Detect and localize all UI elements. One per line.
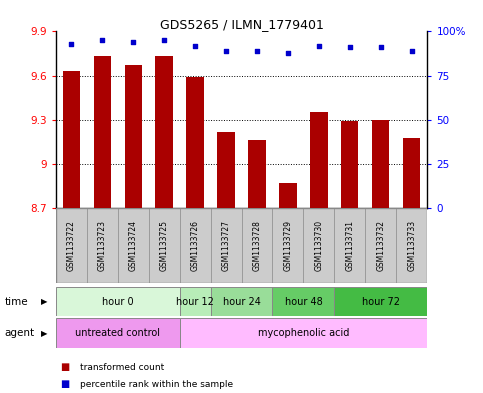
Text: hour 72: hour 72	[362, 297, 400, 307]
Text: GDS5265 / ILMN_1779401: GDS5265 / ILMN_1779401	[159, 18, 324, 31]
Point	[408, 48, 416, 54]
Text: GSM1133731: GSM1133731	[345, 220, 355, 271]
Text: ▶: ▶	[41, 329, 48, 338]
Bar	[248, 140, 266, 208]
Text: time: time	[5, 297, 28, 307]
Text: GSM1133730: GSM1133730	[314, 220, 324, 271]
Point	[315, 42, 323, 49]
Bar	[125, 65, 142, 208]
Text: GSM1133732: GSM1133732	[376, 220, 385, 271]
Bar	[156, 57, 172, 208]
Text: hour 24: hour 24	[223, 297, 260, 307]
Text: hour 48: hour 48	[284, 297, 322, 307]
Text: GSM1133723: GSM1133723	[98, 220, 107, 271]
Bar	[403, 138, 421, 208]
Bar	[94, 57, 111, 208]
Text: ■: ■	[60, 379, 70, 389]
Text: GSM1133726: GSM1133726	[190, 220, 199, 271]
Point	[346, 44, 354, 51]
Point	[222, 48, 230, 54]
Text: GSM1133733: GSM1133733	[408, 220, 416, 271]
Point	[191, 42, 199, 49]
Bar	[62, 71, 80, 208]
Bar	[280, 183, 297, 208]
Bar	[180, 318, 427, 348]
Bar	[56, 287, 180, 316]
Text: ■: ■	[60, 362, 70, 373]
Point	[160, 37, 168, 44]
Text: hour 0: hour 0	[102, 297, 133, 307]
Bar	[180, 287, 211, 316]
Text: hour 12: hour 12	[176, 297, 214, 307]
Text: percentile rank within the sample: percentile rank within the sample	[80, 380, 233, 389]
Bar	[56, 318, 180, 348]
Bar	[211, 287, 272, 316]
Point	[98, 37, 106, 44]
Text: GSM1133722: GSM1133722	[67, 220, 75, 271]
Bar	[341, 121, 358, 208]
Text: GSM1133727: GSM1133727	[222, 220, 230, 271]
Text: ▶: ▶	[41, 297, 48, 306]
Bar	[217, 132, 235, 208]
Text: GSM1133725: GSM1133725	[159, 220, 169, 271]
Text: untreated control: untreated control	[75, 328, 160, 338]
Bar	[334, 287, 427, 316]
Point	[67, 41, 75, 47]
Text: transformed count: transformed count	[80, 363, 164, 372]
Bar	[272, 287, 334, 316]
Point	[129, 39, 137, 45]
Point	[377, 44, 385, 51]
Text: mycophenolic acid: mycophenolic acid	[258, 328, 349, 338]
Text: agent: agent	[5, 328, 35, 338]
Point	[284, 50, 292, 56]
Bar	[311, 112, 327, 208]
Text: GSM1133728: GSM1133728	[253, 220, 261, 271]
Bar	[372, 120, 389, 208]
Text: GSM1133729: GSM1133729	[284, 220, 293, 271]
Point	[253, 48, 261, 54]
Text: GSM1133724: GSM1133724	[128, 220, 138, 271]
Bar	[186, 77, 203, 208]
